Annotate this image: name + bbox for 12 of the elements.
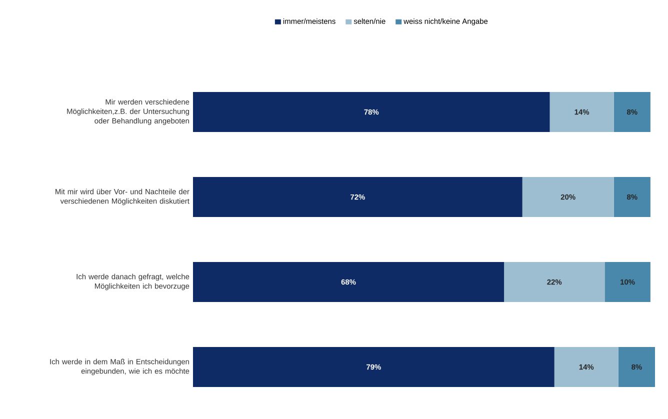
bar: [554, 347, 618, 388]
bar: [618, 347, 656, 388]
bar: [604, 262, 650, 302]
bar: [614, 92, 650, 132]
bar: [522, 177, 614, 218]
bar: [193, 177, 522, 218]
bar: [504, 262, 605, 302]
bar: [193, 92, 550, 132]
bar: [614, 177, 650, 218]
bar: [193, 262, 504, 302]
bar: [193, 347, 554, 388]
bar: [550, 92, 614, 132]
